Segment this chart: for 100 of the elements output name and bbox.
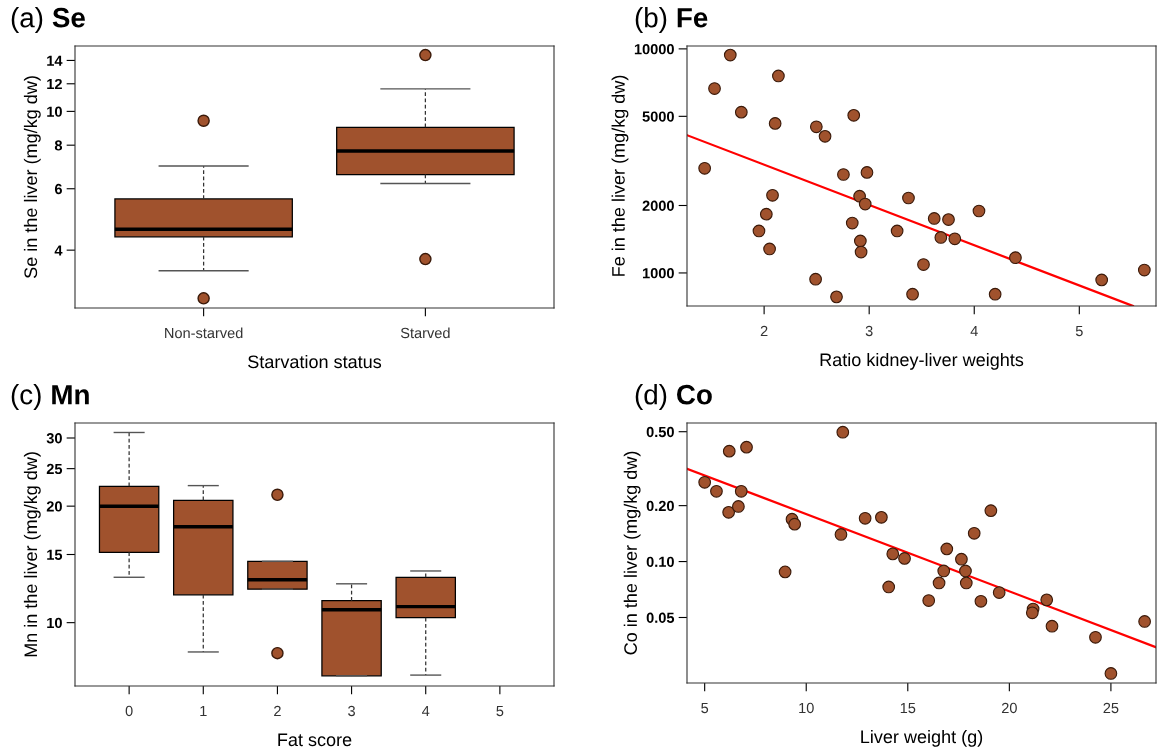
point [722,506,736,519]
y-tick-label: 1000 [642,268,674,279]
x-tick-label: 5 [701,702,709,714]
point [734,484,748,498]
y-tick-label: 0.50 [646,426,674,438]
point [858,197,872,211]
chart-title: (a) Se [11,7,85,33]
point [959,576,973,590]
point [967,526,981,540]
point [858,511,872,525]
point [875,510,888,524]
point [906,287,919,301]
point [882,580,896,594]
point [698,161,712,175]
point [1138,615,1151,628]
point [722,444,736,458]
point [788,517,802,531]
point [974,594,988,608]
y-tick-label: 20 [46,501,62,512]
point [902,191,915,205]
point [1045,619,1059,633]
x-tick-label: 3 [348,705,355,717]
point [845,216,859,230]
y-tick-label: 12 [47,78,62,90]
y-tick-label: 6 [54,183,62,195]
y-tick-label: 4 [54,245,63,256]
point [837,168,850,181]
point [708,82,721,95]
y-tick-label: 8 [54,140,63,151]
point [732,500,745,513]
x-tick-label: 20 [1001,702,1017,714]
x-tick-label: 10 [799,702,814,714]
x-tick-label: 5 [1075,325,1083,337]
point [988,287,1002,301]
point [710,484,723,498]
point [927,212,941,225]
point [836,425,850,439]
point [886,547,900,561]
point [834,528,848,541]
chart-title: (b) Fe [635,7,708,33]
y-tick-label: 10000 [634,43,674,55]
point [768,117,782,130]
point [942,213,955,226]
point [723,48,737,62]
y-tick-label: 5000 [642,111,674,122]
y-axis-title: Mn in the liver (mg/kg dw) [23,452,41,657]
y-tick-label: 10 [47,617,62,629]
y-tick-label: 2000 [642,200,674,211]
point [1025,606,1039,620]
x-axis-title: Liver weight (g) [861,729,983,747]
point [940,542,954,556]
point [972,204,986,218]
x-tick-label: 25 [1103,702,1119,714]
point [1095,273,1109,287]
point [809,120,823,134]
point [854,245,868,259]
y-tick-label: 10 [47,106,62,117]
y-tick-label: 25 [46,463,63,475]
y-axis-title: Co in the liver (mg/kg dw) [623,451,641,655]
point [898,552,911,565]
x-tick-label: 15 [900,702,916,714]
point [698,475,712,489]
point [922,594,936,607]
x-tick-label: Starved [400,327,450,339]
x-tick-label: 1 [200,705,207,717]
y-axis-title: Se in the liver (mg/kg dw) [23,76,41,279]
y-tick-label: 0.05 [646,612,675,623]
y-tick-label: 14 [47,55,63,66]
y-tick-label: 30 [46,433,62,444]
point [1040,593,1054,607]
x-axis-title: Starvation status [248,354,382,369]
y-axis-title: Fe in the liver (mg/kg dw) [611,75,629,276]
point [992,586,1006,599]
point [860,166,874,179]
point [830,290,843,304]
point [734,105,748,119]
x-tick-label: 2 [274,705,281,717]
point [959,564,972,578]
point [937,564,951,578]
chart-title: (d) Co [635,384,712,410]
point [1009,251,1022,265]
point [772,69,785,83]
x-tick-label: 5 [496,705,504,717]
x-tick-label: 2 [760,325,768,337]
point [984,504,998,517]
point [763,242,776,256]
point [948,232,962,246]
point [740,440,753,454]
x-axis-title: Ratio kidney-liver weights [820,352,1024,370]
x-tick-label: 4 [970,325,978,337]
x-tick-label: 0 [125,705,133,717]
point [1089,630,1102,644]
point [818,129,832,143]
point [955,552,968,566]
point [917,258,930,271]
point [1104,667,1118,680]
point [1137,263,1151,277]
point [759,207,773,221]
x-tick-label: Non-starved [165,327,243,339]
y-tick-label: 0.20 [646,500,674,512]
